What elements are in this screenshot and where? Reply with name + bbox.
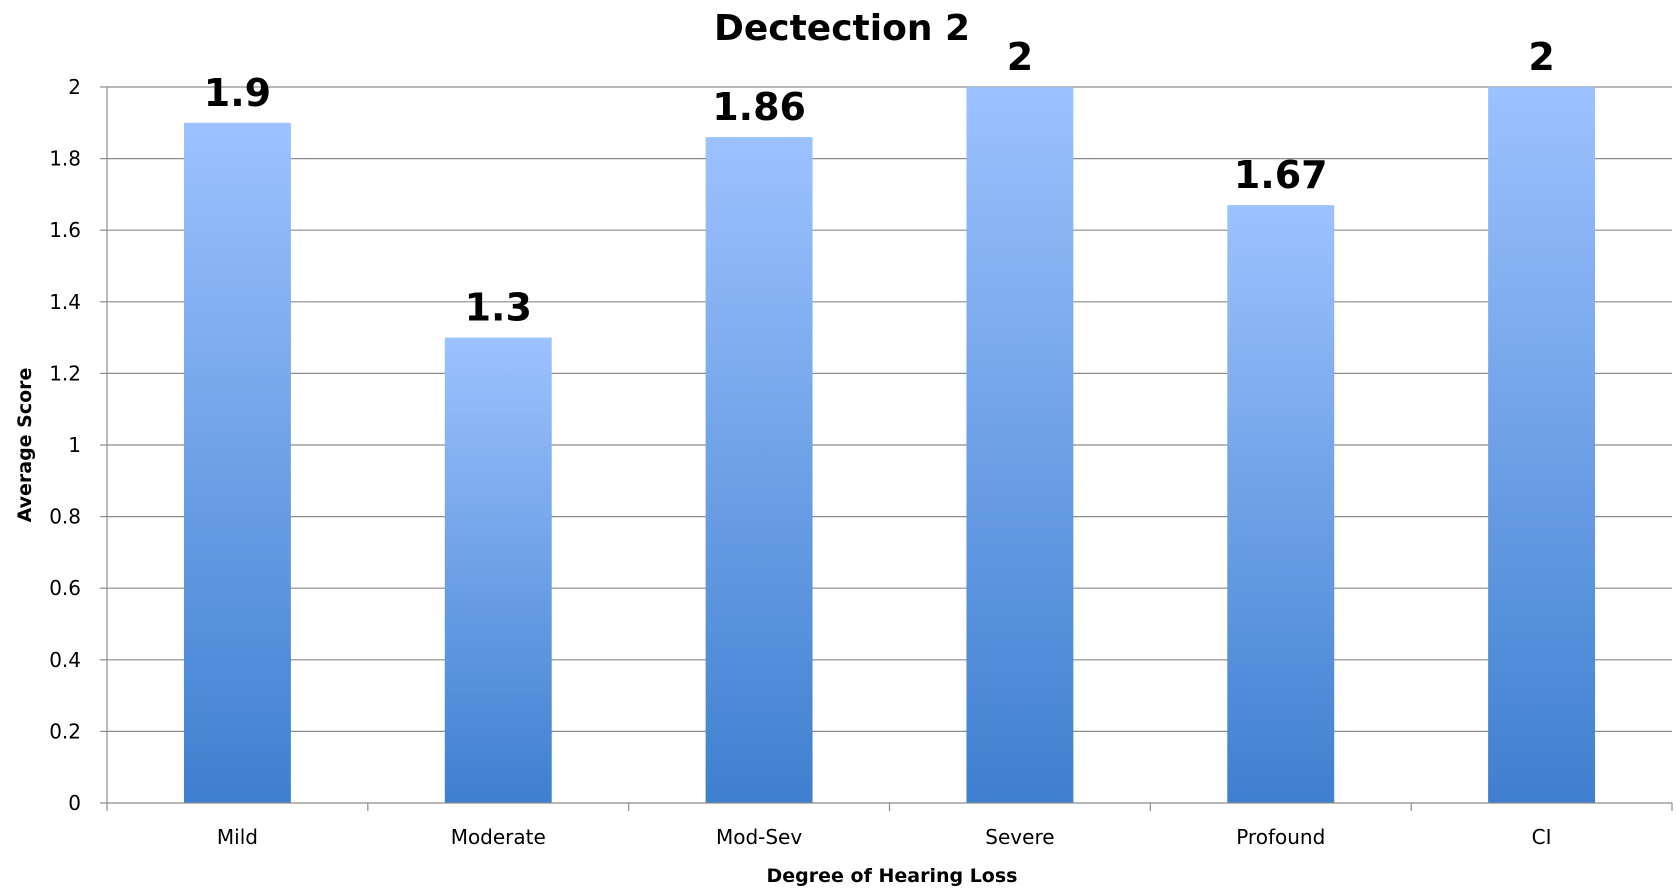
bar-profound: [1227, 205, 1335, 803]
data-label: 2: [1007, 35, 1033, 79]
x-tick-label: Moderate: [451, 825, 546, 849]
y-axis-title: Average Score: [14, 368, 36, 523]
y-tick-label: 2: [68, 75, 81, 99]
y-tick-label: 1.8: [49, 147, 81, 171]
y-tick-label: 1: [68, 433, 81, 457]
y-axis-tick-labels: 0 0.2 0.4 0.6 0.8 1 1.2 1.4 1.6 1.8 2: [49, 75, 81, 815]
data-label: 2: [1528, 35, 1554, 79]
y-tick-label: 0.8: [49, 505, 81, 529]
y-tick-label: 1.4: [49, 290, 81, 314]
x-tick-label: Mild: [217, 825, 258, 849]
x-tick-label: CI: [1532, 825, 1552, 849]
data-label: 1.67: [1234, 153, 1328, 197]
y-tick-label: 0.6: [49, 576, 81, 600]
bar-severe: [966, 87, 1074, 803]
chart-title: Dectection 2: [714, 8, 970, 49]
bar-mild: [183, 122, 291, 804]
bar-ci: [1488, 87, 1596, 803]
y-tick-label: 1.6: [49, 218, 81, 242]
x-axis-tick-labels: Mild Moderate Mod-Sev Severe Profound CI: [217, 825, 1552, 849]
x-tick-label: Mod-Sev: [716, 825, 802, 849]
x-axis-title: Degree of Hearing Loss: [767, 865, 1018, 887]
x-tick-label: Severe: [985, 825, 1054, 849]
y-tick-label: 0.4: [49, 648, 81, 672]
bar-mod-sev: [705, 137, 813, 803]
bar-moderate: [444, 337, 552, 803]
x-tick-label: Profound: [1236, 825, 1325, 849]
y-tick-label: 1.2: [49, 361, 81, 385]
data-label: 1.3: [465, 286, 532, 330]
y-tick-label: 0.2: [49, 719, 81, 743]
data-labels: 1.9 1.3 1.86 2 1.67 2: [204, 35, 1555, 330]
y-tick-label: 0: [68, 791, 81, 815]
bars: [183, 87, 1596, 804]
axes: [100, 86, 1673, 811]
data-label: 1.9: [204, 71, 271, 115]
data-label: 1.86: [712, 85, 806, 129]
gridlines: [107, 86, 1672, 733]
